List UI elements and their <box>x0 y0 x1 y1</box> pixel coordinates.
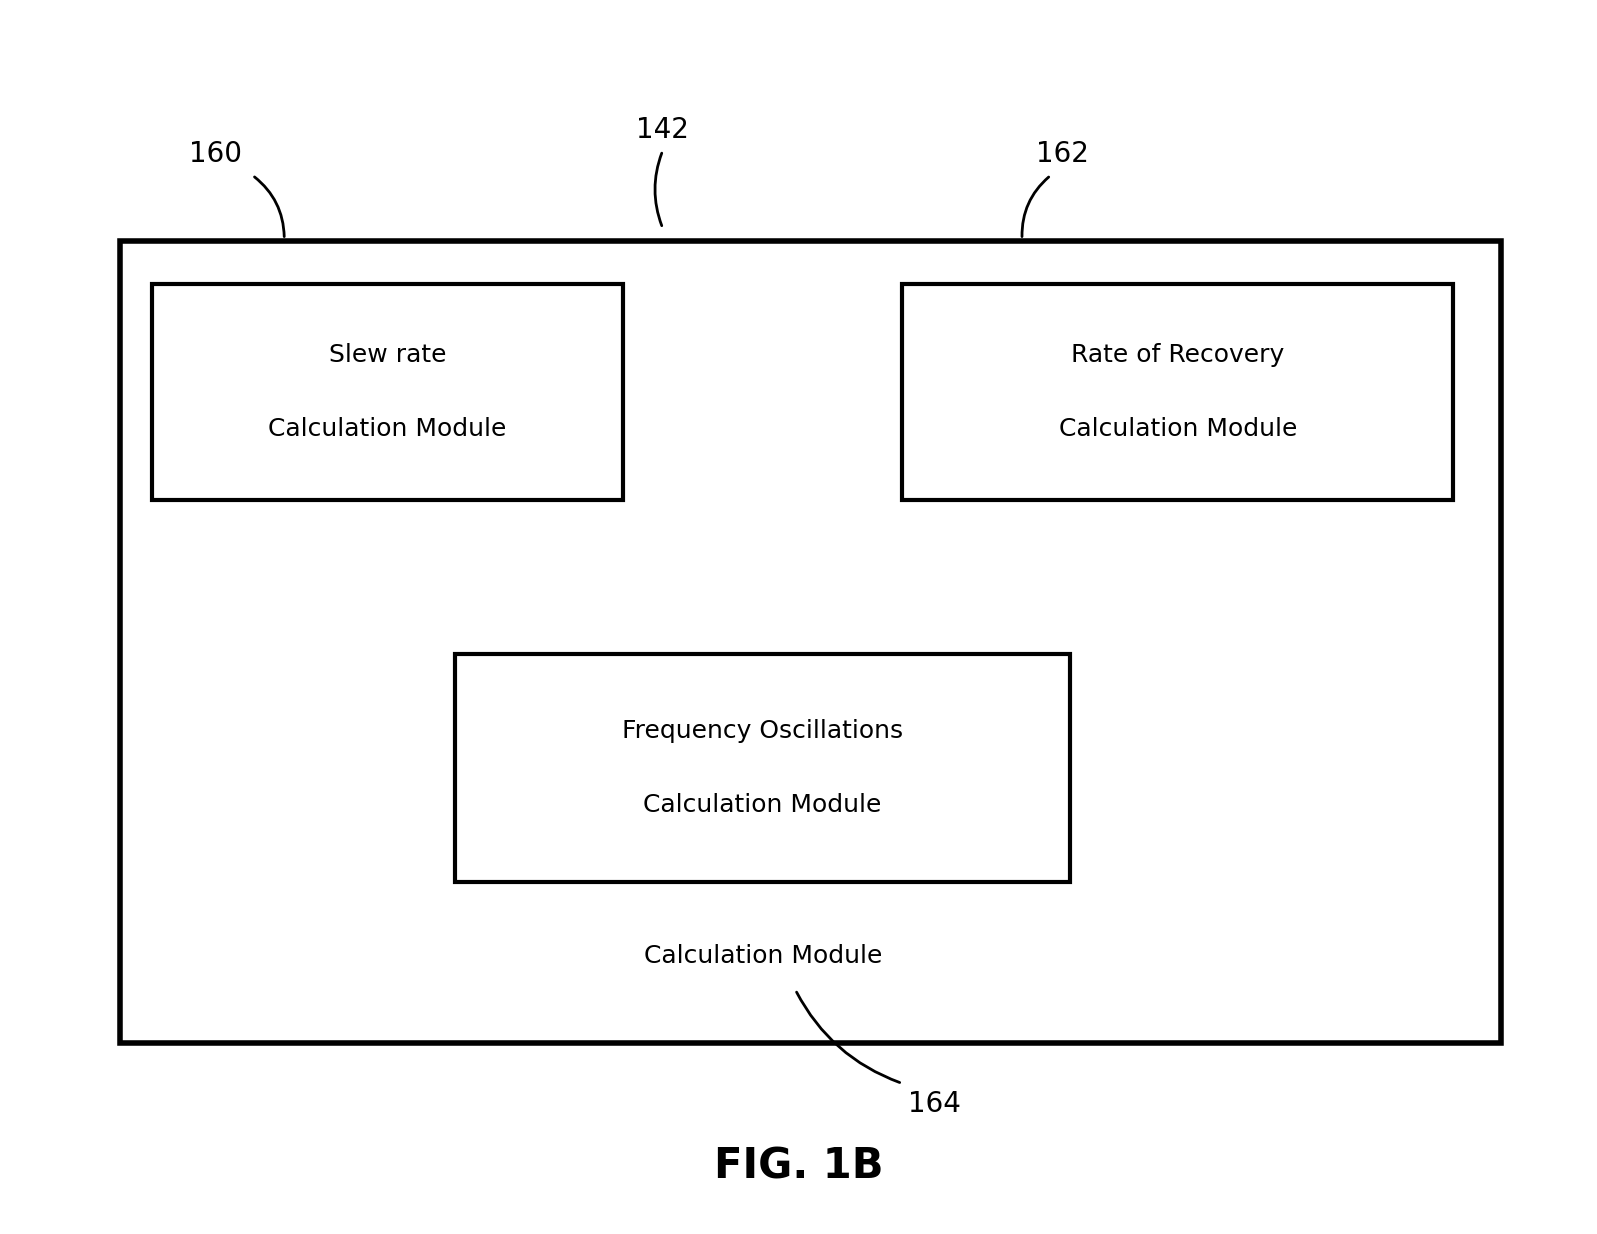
Text: 162: 162 <box>1035 141 1089 168</box>
Text: Calculation Module: Calculation Module <box>644 793 882 817</box>
Text: 164: 164 <box>907 1091 961 1118</box>
Text: FIG. 1B: FIG. 1B <box>714 1145 883 1187</box>
Text: Calculation Module: Calculation Module <box>268 417 506 441</box>
Text: Calculation Module: Calculation Module <box>1059 417 1297 441</box>
Text: 160: 160 <box>188 141 243 168</box>
Bar <box>152 284 623 500</box>
Text: Rate of Recovery: Rate of Recovery <box>1072 343 1284 366</box>
Text: Frequency Oscillations: Frequency Oscillations <box>621 719 904 743</box>
Text: Slew rate: Slew rate <box>329 343 446 366</box>
Bar <box>455 654 1070 882</box>
Text: Calculation Module: Calculation Module <box>644 944 883 969</box>
Text: 142: 142 <box>636 116 690 143</box>
Bar <box>902 284 1453 500</box>
Bar <box>120 241 1501 1043</box>
